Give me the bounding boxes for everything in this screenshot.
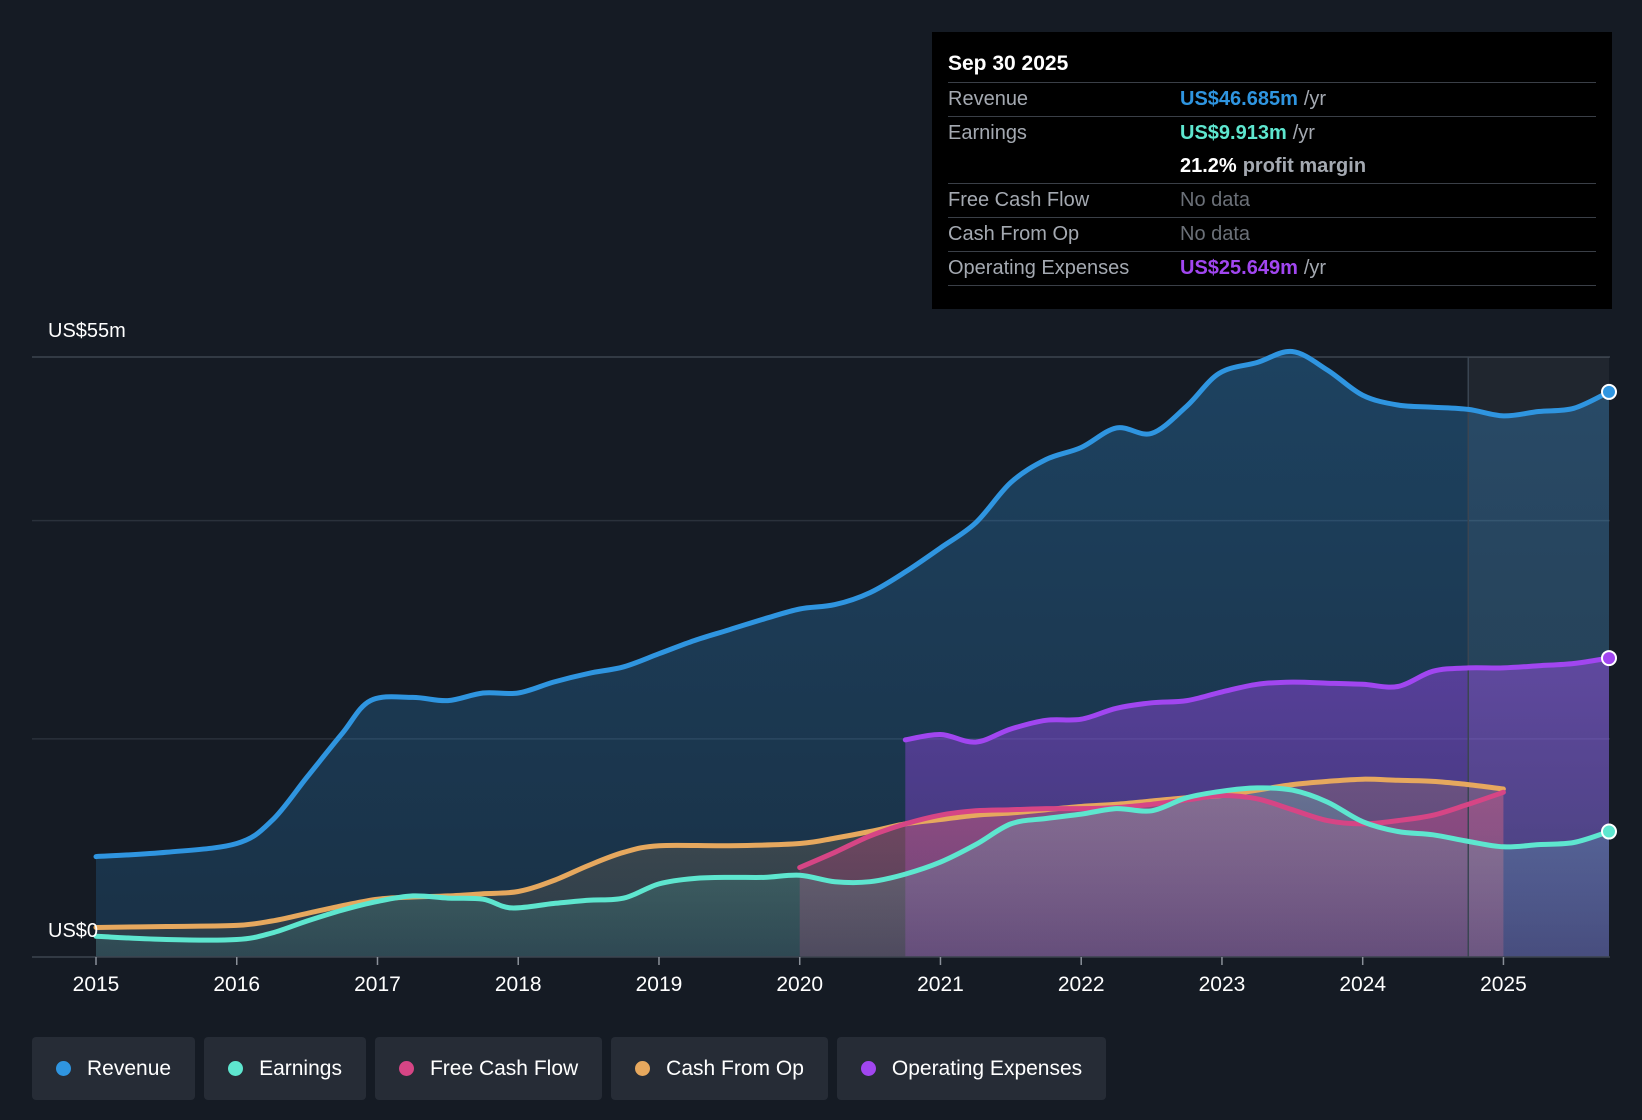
chart-legend: Revenue Earnings Free Cash Flow Cash Fro…	[32, 1037, 1107, 1100]
tooltip-fcf-value: No data	[1180, 189, 1251, 211]
series-line-earnings	[93, 785, 1612, 943]
legend-label-free-cash-flow: Free Cash Flow	[429, 1056, 579, 1080]
series-line-free-cash-flow	[797, 789, 1506, 870]
end-marker-revenue	[1601, 383, 1617, 400]
tooltip-margin-label: profit margin	[1242, 155, 1367, 177]
legend-item-operating-expenses[interactable]: Operating Expenses	[836, 1037, 1107, 1100]
tooltip-revenue-unit: /yr	[1303, 88, 1327, 110]
legend-label-operating-expenses: Operating Expenses	[891, 1056, 1083, 1080]
tooltip-opex-label: Operating Expenses	[948, 257, 1130, 279]
x-tick-label: 2015	[73, 973, 120, 996]
x-tick-label: 2020	[776, 973, 823, 996]
tooltip-earnings-value: US$9.913m	[1180, 122, 1287, 144]
tooltip-opex-value: US$25.649m	[1180, 257, 1298, 279]
legend-label-cash-from-op: Cash From Op	[666, 1056, 804, 1080]
legend-label-earnings: Earnings	[259, 1056, 342, 1080]
data-tooltip: Sep 30 2025 Revenue US$46.685m/yr Earnin…	[932, 32, 1612, 309]
tooltip-row-fcf: Free Cash Flow No data	[948, 184, 1596, 218]
y-axis-zero-label: US$0	[48, 920, 99, 942]
forecast-band	[1468, 357, 1609, 957]
end-marker-operating-expenses	[1601, 650, 1617, 667]
x-tick-label: 2019	[636, 973, 683, 996]
legend-item-revenue[interactable]: Revenue	[32, 1037, 196, 1100]
x-tick-label: 2025	[1480, 973, 1527, 996]
tooltip-date: Sep 30 2025	[948, 48, 1596, 83]
legend-dot-earnings	[228, 1061, 244, 1076]
tooltip-earnings-label: Earnings	[948, 122, 1027, 144]
legend-dot-operating-expenses	[860, 1061, 876, 1076]
tooltip-row-revenue: Revenue US$46.685m/yr	[948, 83, 1596, 116]
tooltip-row-cfo: Cash From Op No data	[948, 218, 1596, 252]
tooltip-earnings-unit: /yr	[1292, 122, 1315, 144]
y-axis-top-label: US$55m	[48, 320, 126, 342]
legend-dot-free-cash-flow	[398, 1061, 414, 1076]
x-tick-label: 2023	[1199, 973, 1246, 996]
area-earnings	[96, 787, 1609, 957]
x-tick-label: 2021	[917, 973, 964, 996]
legend-item-cash-from-op[interactable]: Cash From Op	[611, 1037, 828, 1100]
x-tick-label: 2016	[213, 973, 260, 996]
tooltip-opex-unit: /yr	[1303, 257, 1327, 279]
end-marker-earnings	[1601, 823, 1617, 840]
tooltip-cfo-value: No data	[1180, 223, 1251, 245]
x-tick-label: 2017	[354, 973, 401, 996]
tooltip-row-earnings: Earnings US$9.913m/yr	[948, 116, 1596, 150]
legend-item-earnings[interactable]: Earnings	[204, 1037, 366, 1100]
legend-item-free-cash-flow[interactable]: Free Cash Flow	[374, 1037, 603, 1100]
tooltip-row-opex: Operating Expenses US$25.649m/yr	[948, 252, 1596, 286]
tooltip-revenue-value: US$46.685m	[1180, 88, 1298, 110]
x-tick-label: 2022	[1058, 973, 1105, 996]
tooltip-row-margin: 21.2% profit margin	[948, 150, 1596, 184]
series-line-revenue	[93, 348, 1612, 860]
legend-dot-revenue	[56, 1061, 71, 1076]
x-tick-label: 2018	[495, 973, 542, 996]
series-line-operating-expenses	[902, 655, 1612, 745]
tooltip-revenue-label: Revenue	[948, 88, 1029, 110]
legend-label-revenue: Revenue	[87, 1056, 172, 1080]
x-tick-label: 2024	[1339, 973, 1386, 996]
tooltip-margin-value: 21.2%	[1180, 155, 1237, 177]
tooltip-fcf-label: Free Cash Flow	[948, 189, 1090, 211]
legend-dot-cash-from-op	[635, 1061, 651, 1076]
tooltip-cfo-label: Cash From Op	[948, 223, 1080, 245]
